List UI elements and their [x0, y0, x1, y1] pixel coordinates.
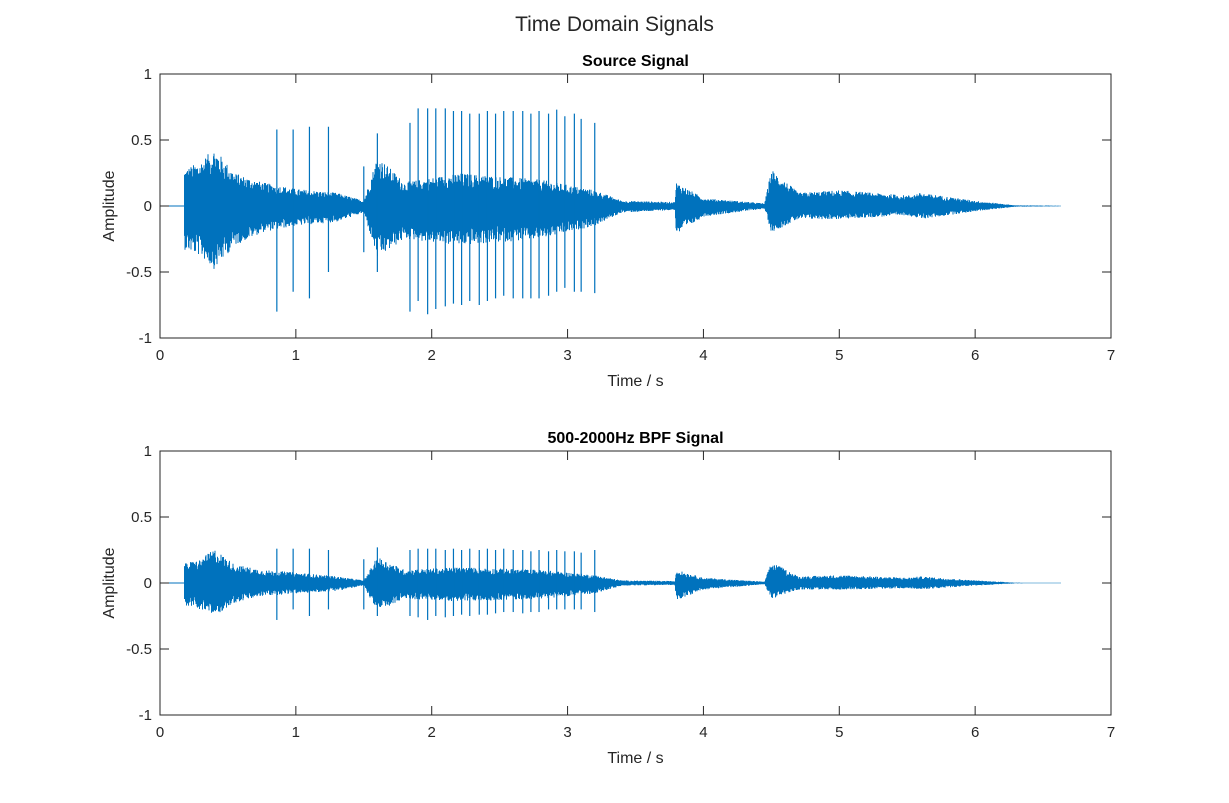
axes-title: Source Signal	[582, 53, 689, 70]
x-tick-label: 6	[971, 724, 979, 741]
x-axis-label: Time / s	[607, 750, 663, 767]
axes-title: 500-2000Hz BPF Signal	[547, 430, 723, 447]
axes-2: 500-2000Hz BPF Signal 0 1 2 3 4 5 6 7 1 0.5 0 -0.5 -1…	[101, 430, 1115, 767]
figure-title: Time Domain Signals	[515, 13, 714, 36]
y-axis-label: Amplitude	[101, 170, 118, 241]
x-tick-label: 7	[1107, 347, 1115, 364]
y-tick-label: 1	[144, 443, 152, 460]
x-tick-label: 2	[428, 724, 436, 741]
x-tick-label: 0	[156, 347, 164, 364]
x-tick-label: 3	[563, 724, 571, 741]
x-tick-label: 4	[699, 724, 707, 741]
y-tick-label: -0.5	[126, 641, 152, 658]
x-tick-label: 1	[292, 724, 300, 741]
y-tick-label: 1	[144, 66, 152, 83]
y-axis-label: Amplitude	[101, 547, 118, 618]
x-axis-label: Time / s	[607, 373, 663, 390]
x-tick-label: 0	[156, 724, 164, 741]
y-tick-label: 0.5	[131, 132, 152, 149]
signal-waveform	[160, 153, 1061, 269]
axes-1: Source Signal 0 1 2 3 4 5 6 7 1 0.5 0 -0.5 -1 Time / s…	[101, 53, 1115, 390]
x-tick-label: 6	[971, 347, 979, 364]
x-tick-label: 3	[563, 347, 571, 364]
y-tick-label: -1	[139, 707, 152, 724]
y-tick-label: 0	[144, 575, 152, 592]
x-tick-label: 5	[835, 347, 843, 364]
y-tick-label: -1	[139, 330, 152, 347]
x-tick-label: 5	[835, 724, 843, 741]
x-tick-label: 4	[699, 347, 707, 364]
y-tick-label: -0.5	[126, 264, 152, 281]
signal-waveform	[160, 550, 1061, 613]
x-tick-label: 2	[428, 347, 436, 364]
x-tick-label: 7	[1107, 724, 1115, 741]
x-tick-label: 1	[292, 347, 300, 364]
y-tick-label: 0	[144, 198, 152, 215]
y-tick-label: 0.5	[131, 509, 152, 526]
